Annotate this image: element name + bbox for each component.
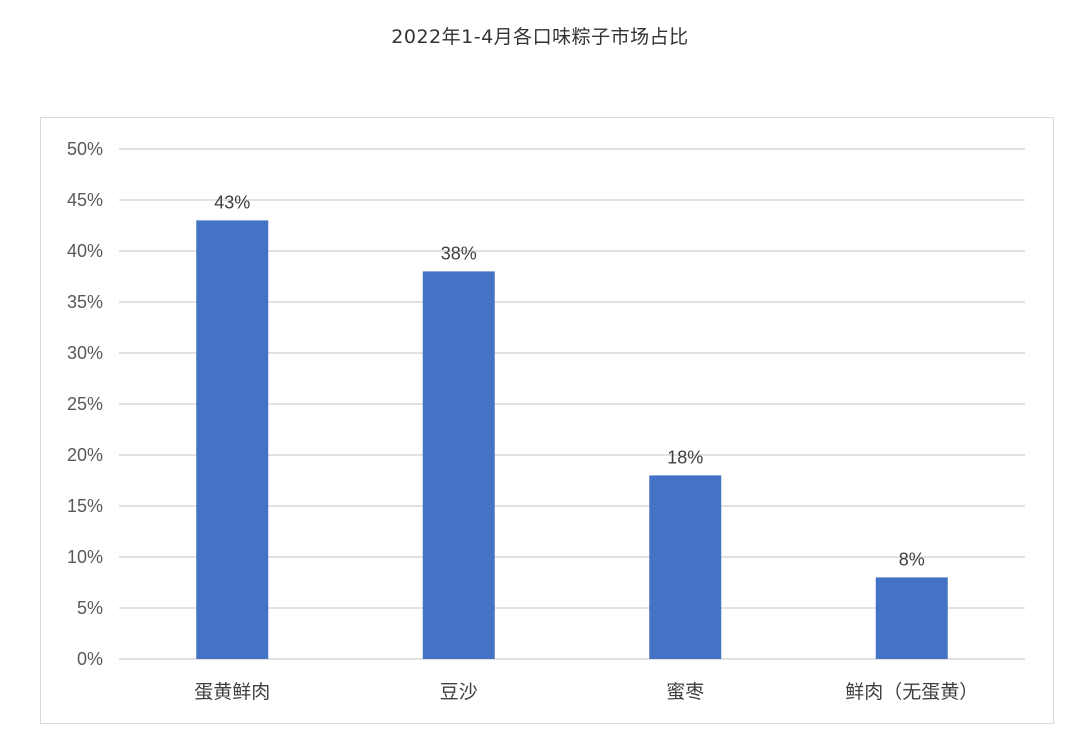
bar	[649, 475, 722, 659]
y-tick-label: 45%	[67, 190, 103, 210]
data-label: 18%	[667, 447, 703, 467]
category-label: 蛋黄鲜肉	[194, 681, 270, 703]
y-tick-label: 20%	[67, 445, 103, 465]
y-tick-label: 5%	[77, 598, 103, 618]
bar	[875, 577, 948, 659]
x-axis-category-labels: 蛋黄鲜肉 豆沙 蜜枣 鲜肉（无蛋黄）	[194, 681, 978, 703]
y-tick-label: 35%	[67, 292, 103, 312]
chart-frame: 0% 5% 10% 15% 20% 25% 30% 35% 40% 45% 50% 43% 38% 18…	[40, 117, 1054, 724]
gridlines	[119, 148, 1025, 660]
y-tick-label: 10%	[67, 547, 103, 567]
data-labels: 43% 38% 18% 8%	[214, 192, 925, 569]
data-label: 8%	[899, 549, 925, 569]
chart-title: 2022年1-4月各口味粽子市场占比	[391, 26, 689, 48]
category-label: 鲜肉（无蛋黄）	[845, 681, 978, 703]
data-label: 38%	[441, 243, 477, 263]
bar	[422, 271, 495, 659]
y-tick-label: 0%	[77, 649, 103, 669]
bar-chart: 0% 5% 10% 15% 20% 25% 30% 35% 40% 45% 50% 43% 38% 18…	[67, 139, 1025, 703]
category-label: 豆沙	[440, 681, 478, 703]
y-tick-label: 40%	[67, 241, 103, 261]
data-label: 43%	[214, 192, 250, 212]
y-tick-label: 15%	[67, 496, 103, 516]
y-tick-label: 25%	[67, 394, 103, 414]
y-axis-tick-labels: 0% 5% 10% 15% 20% 25% 30% 35% 40% 45% 50%	[67, 139, 103, 669]
y-tick-label: 50%	[67, 139, 103, 159]
bar	[196, 220, 269, 659]
bars	[196, 220, 948, 659]
category-label: 蜜枣	[666, 681, 704, 703]
y-tick-label: 30%	[67, 343, 103, 363]
